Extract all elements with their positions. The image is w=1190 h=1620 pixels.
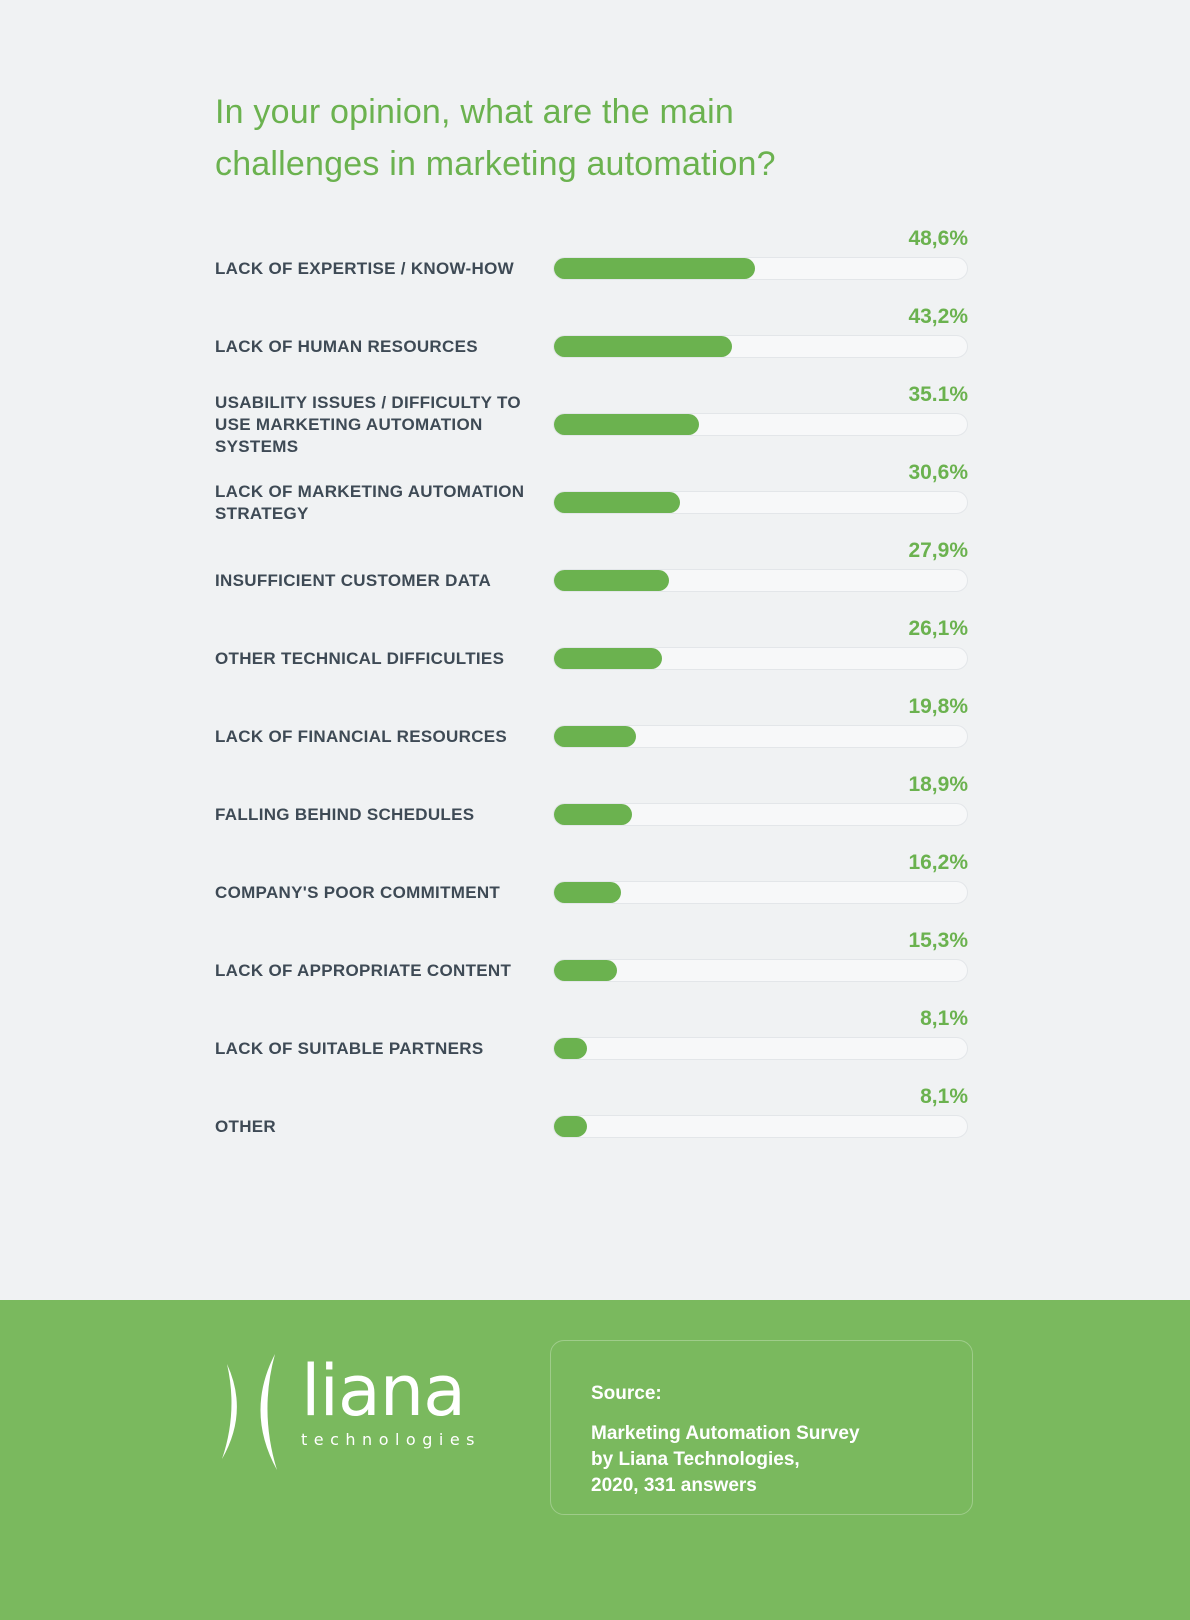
category-label: LACK OF APPROPRIATE CONTENT [215, 960, 512, 980]
bar-fill [554, 1038, 588, 1059]
bar-track [553, 647, 968, 670]
chart-row: LACK OF APPROPRIATE CONTENT 15,3% [215, 930, 968, 982]
category-label: COMPANY'S POOR COMMITMENT [215, 882, 501, 902]
bar-cell: 43,2% [553, 306, 968, 358]
value-label: 18,9% [908, 773, 968, 796]
value-label: 35.1% [908, 383, 968, 406]
logo-name: liana [301, 1350, 466, 1432]
bar-cell: 26,1% [553, 618, 968, 670]
category-label-wrap: LACK OF HUMAN RESOURCES [215, 335, 553, 358]
bar-fill [554, 882, 621, 903]
bar-fill [554, 492, 681, 513]
bar-track [553, 803, 968, 826]
source-line-2: by Liana Technologies, [591, 1449, 800, 1470]
category-label-wrap: LACK OF FINANCIAL RESOURCES [215, 725, 553, 748]
value-label: 8,1% [920, 1007, 968, 1030]
category-label: LACK OF SUITABLE PARTNERS [215, 1038, 484, 1058]
source-box: Source: Marketing Automation Survey by L… [550, 1340, 973, 1515]
category-label: LACK OF EXPERTISE / KNOW-HOW [215, 258, 514, 278]
bar-cell: 18,9% [553, 774, 968, 826]
category-label-wrap: OTHER TECHNICAL DIFFICULTIES [215, 647, 553, 670]
category-label-wrap: FALLING BEHIND SCHEDULES [215, 803, 553, 826]
source-line-3: 2020, 331 answers [591, 1475, 757, 1496]
value-label: 48,6% [908, 227, 968, 250]
bar-track [553, 1115, 968, 1138]
source-line-1: Marketing Automation Survey [591, 1423, 860, 1444]
category-label-wrap: LACK OF SUITABLE PARTNERS [215, 1037, 553, 1060]
chart-row: LACK OF EXPERTISE / KNOW-HOW 48,6% [215, 228, 968, 280]
category-label-wrap: INSUFFICIENT CUSTOMER DATA [215, 569, 553, 592]
bar-cell: 16,2% [553, 852, 968, 904]
category-label: USABILITY ISSUES / DIFFICULTY TO USE MAR… [215, 392, 521, 456]
logo-subtitle: technologies [301, 1430, 481, 1449]
chart-row: INSUFFICIENT CUSTOMER DATA 27,9% [215, 540, 968, 592]
category-label-wrap: LACK OF EXPERTISE / KNOW-HOW [215, 257, 553, 280]
footer: liana technologies Source: Marketing Aut… [0, 1300, 1190, 1620]
value-label: 27,9% [908, 539, 968, 562]
chart-row: LACK OF SUITABLE PARTNERS 8,1% [215, 1008, 968, 1060]
bar-fill [554, 570, 670, 591]
source-label: Source: [591, 1383, 662, 1404]
bar-fill [554, 960, 618, 981]
category-label: LACK OF HUMAN RESOURCES [215, 336, 478, 356]
bar-track [553, 1037, 968, 1060]
bar-cell: 27,9% [553, 540, 968, 592]
page-title: In your opinion, what are the main chall… [215, 93, 776, 183]
chart-row: OTHER TECHNICAL DIFFICULTIES 26,1% [215, 618, 968, 670]
chart-row: COMPANY'S POOR COMMITMENT 16,2% [215, 852, 968, 904]
category-label-wrap: LACK OF APPROPRIATE CONTENT [215, 959, 553, 982]
category-label-wrap: LACK OF MARKETING AUTOMATION STRATEGY [215, 482, 553, 523]
chart-row: LACK OF FINANCIAL RESOURCES 19,8% [215, 696, 968, 748]
chart-section: In your opinion, what are the main chall… [215, 93, 968, 1138]
value-label: 16,2% [908, 851, 968, 874]
value-label: 26,1% [908, 617, 968, 640]
bar-cell: 8,1% [553, 1086, 968, 1138]
bar-fill [554, 726, 636, 747]
bar-track [553, 257, 968, 280]
liana-logo: liana technologies [213, 1352, 481, 1472]
category-label: LACK OF FINANCIAL RESOURCES [215, 726, 508, 746]
bar-track [553, 491, 968, 514]
bar-fill [554, 336, 733, 357]
bar-fill [554, 258, 755, 279]
chart-row: LACK OF HUMAN RESOURCES 43,2% [215, 306, 968, 358]
liana-logo-text: liana technologies [301, 1350, 481, 1449]
bar-cell: 19,8% [553, 696, 968, 748]
value-label: 19,8% [908, 695, 968, 718]
category-label-wrap: OTHER [215, 1115, 553, 1138]
bar-fill [554, 804, 633, 825]
chart-row: FALLING BEHIND SCHEDULES 18,9% [215, 774, 968, 826]
value-label: 43,2% [908, 305, 968, 328]
bar-cell: 48,6% [553, 228, 968, 280]
bar-track [553, 959, 968, 982]
bar-fill [554, 1116, 588, 1137]
chart-row: LACK OF MARKETING AUTOMATION STRATEGY 30,… [215, 462, 968, 523]
bar-fill [554, 414, 699, 435]
category-label: OTHER TECHNICAL DIFFICULTIES [215, 648, 505, 668]
bar-cell: 8,1% [553, 1008, 968, 1060]
category-label: LACK OF MARKETING AUTOMATION STRATEGY [215, 481, 525, 523]
value-label: 8,1% [920, 1085, 968, 1108]
category-label: INSUFFICIENT CUSTOMER DATA [215, 570, 492, 590]
chart-row: USABILITY ISSUES / DIFFICULTY TO USE MAR… [215, 384, 968, 456]
bar-track [553, 335, 968, 358]
bar-cell: 30,6% [553, 462, 968, 514]
bar-fill [554, 648, 662, 669]
bar-track [553, 725, 968, 748]
category-label-wrap: COMPANY'S POOR COMMITMENT [215, 881, 553, 904]
bar-chart: LACK OF EXPERTISE / KNOW-HOW 48,6% LACK OF… [215, 228, 968, 1138]
chart-row: OTHER 8,1% [215, 1086, 968, 1138]
value-label: 30,6% [908, 461, 968, 484]
value-label: 15,3% [908, 929, 968, 952]
bar-track [553, 413, 968, 436]
category-label: OTHER [215, 1116, 276, 1136]
bar-track [553, 569, 968, 592]
category-label-wrap: USABILITY ISSUES / DIFFICULTY TO USE MAR… [215, 393, 553, 456]
bar-cell: 15,3% [553, 930, 968, 982]
category-label: FALLING BEHIND SCHEDULES [215, 804, 475, 824]
bar-track [553, 881, 968, 904]
bar-cell: 35.1% [553, 384, 968, 436]
liana-logo-mark-icon [222, 1354, 277, 1470]
